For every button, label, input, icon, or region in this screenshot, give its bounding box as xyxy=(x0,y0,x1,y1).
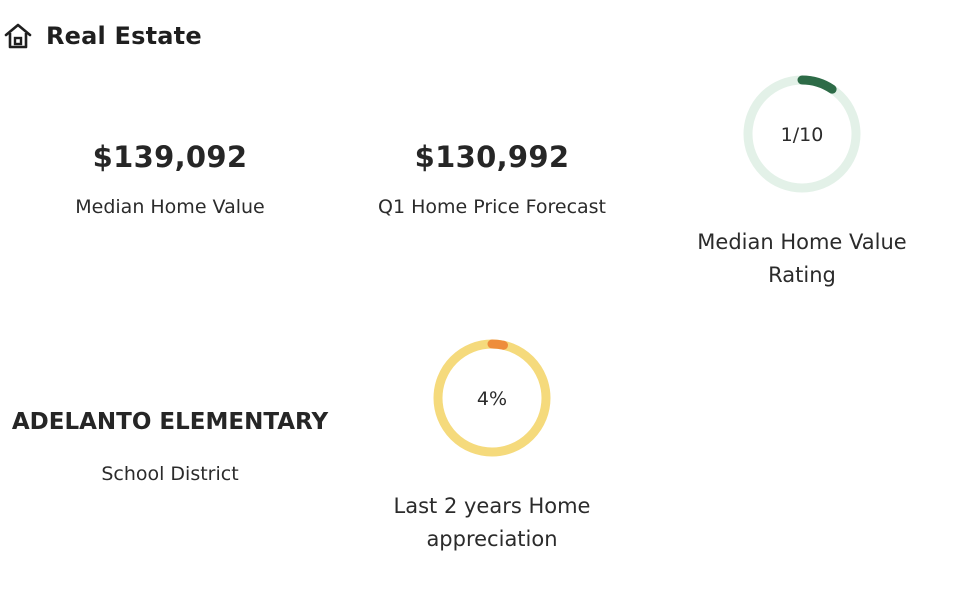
appreciation-ring-progress xyxy=(433,339,551,457)
q1-forecast-card: $130,992 Q1 Home Price Forecast xyxy=(352,140,632,218)
rating-ring-label: Median Home Value Rating xyxy=(662,226,942,292)
school-district-card: ADELANTO ELEMENTARY School District xyxy=(0,409,340,485)
q1-forecast-value: $130,992 xyxy=(414,140,570,174)
appreciation-ring-card: 4% Last 2 years Home appreciation xyxy=(352,336,632,556)
rating-label-line2: Rating xyxy=(768,263,836,287)
appreciation-label-line1: Last 2 years Home xyxy=(393,494,591,518)
rating-label-line1: Median Home Value xyxy=(697,230,907,254)
section-header: Real Estate xyxy=(4,18,202,54)
median-home-value: $139,092 xyxy=(92,140,248,174)
rating-ring-card: 1/10 Median Home Value Rating xyxy=(662,72,942,292)
appreciation-ring-value: 4% xyxy=(477,388,507,410)
q1-forecast-label: Q1 Home Price Forecast xyxy=(377,196,607,218)
median-home-value-label: Median Home Value xyxy=(75,196,265,218)
appreciation-ring: 4% xyxy=(433,339,551,457)
school-district-value: ADELANTO ELEMENTARY xyxy=(11,409,329,435)
school-district-label: School District xyxy=(101,463,239,485)
section-title: Real Estate xyxy=(46,22,202,50)
house-icon xyxy=(4,22,32,50)
appreciation-ring-label: Last 2 years Home appreciation xyxy=(352,490,632,556)
appreciation-label-line2: appreciation xyxy=(426,527,558,551)
median-home-value-card: $139,092 Median Home Value xyxy=(40,140,300,218)
rating-ring-progress xyxy=(743,75,861,193)
rating-ring-value: 1/10 xyxy=(781,124,824,146)
rating-ring: 1/10 xyxy=(743,75,861,193)
